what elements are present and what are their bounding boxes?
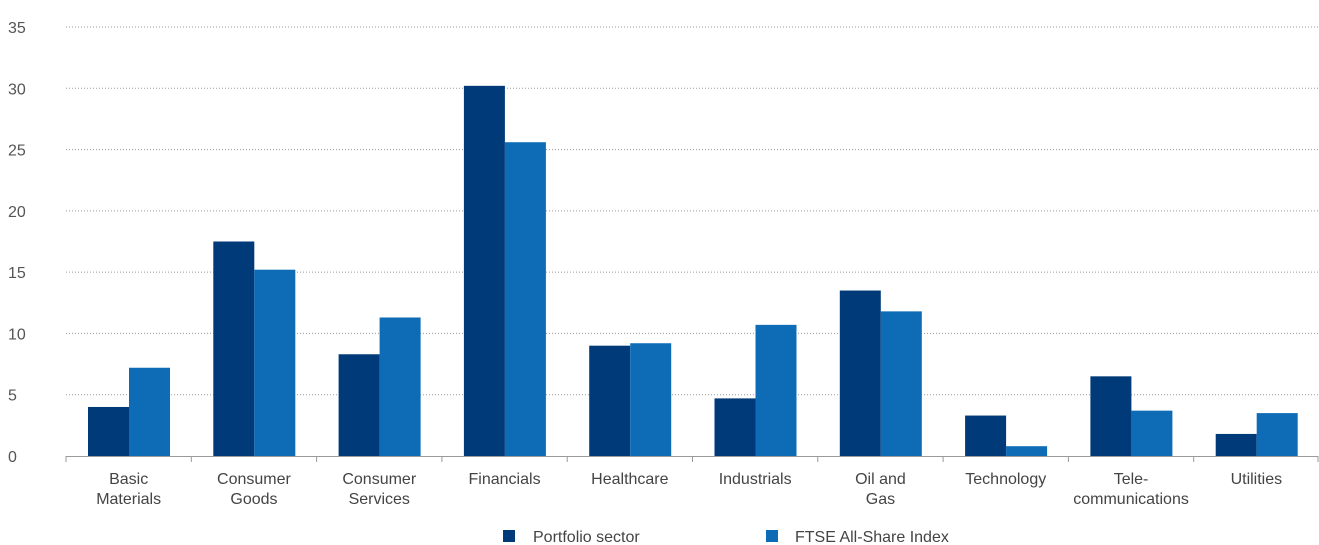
category-label-line: communications (1073, 491, 1189, 508)
category-label-3: Financials (469, 471, 541, 488)
bar-ftse-1 (254, 269, 296, 456)
category-label-line: Industrials (719, 471, 792, 488)
category-label-line: Tele- (1114, 471, 1149, 488)
bar-ftse-8 (1131, 410, 1173, 456)
category-label-5: Industrials (719, 471, 792, 488)
legend-item-portfolio: Portfolio sector (503, 529, 640, 545)
category-label-line: Consumer (342, 471, 416, 488)
x-axis (65, 456, 1319, 462)
legend-swatch (503, 530, 515, 542)
category-label-7: Technology (965, 471, 1046, 488)
category-label-1: Consumer Goods (217, 471, 291, 508)
bar-ftse-4 (630, 343, 672, 456)
bar-portfolio-4 (589, 345, 631, 456)
y-tick-label-35: 35 (8, 20, 26, 37)
y-tick-label-15: 15 (8, 265, 26, 282)
bar-ftse-2 (379, 317, 421, 456)
bar-ftse-7 (1006, 446, 1048, 456)
category-label-line: Consumer (217, 471, 291, 488)
legend-label: Portfolio sector (533, 529, 640, 545)
legend: Portfolio sector FTSE All-Share Index (503, 529, 949, 545)
bar-portfolio-2 (338, 354, 380, 456)
category-label-8: Tele-communications (1073, 471, 1189, 508)
category-label-line: Utilities (1231, 471, 1283, 488)
bar-portfolio-9 (1215, 433, 1257, 456)
bar-portfolio-5 (714, 398, 756, 456)
y-tick-label-30: 30 (8, 81, 26, 98)
y-tick-label-5: 5 (8, 388, 17, 405)
y-tick-label-20: 20 (8, 204, 26, 221)
category-label-line: Materials (96, 491, 161, 508)
category-label-9: Utilities (1231, 471, 1283, 488)
y-tick-label-0: 0 (8, 449, 17, 466)
bar-portfolio-0 (88, 406, 129, 456)
legend-item-ftse: FTSE All-Share Index (766, 529, 949, 545)
category-label-2: Consumer Services (342, 471, 416, 508)
category-label-line: Services (349, 491, 410, 508)
bar-portfolio-8 (1090, 376, 1132, 456)
category-label-6: Oil and Gas (855, 471, 906, 508)
y-tick-label-25: 25 (8, 143, 26, 160)
legend-label: FTSE All-Share Index (795, 529, 949, 545)
bar-portfolio-3 (463, 85, 505, 456)
category-label-line: Healthcare (591, 471, 668, 488)
bar-portfolio-1 (213, 241, 255, 456)
y-axis-ticks: 0 5 10 15 20 25 30 35 (8, 20, 26, 466)
bar-portfolio-6 (839, 290, 881, 456)
bar-ftse-9 (1256, 413, 1298, 456)
bars (88, 85, 1298, 456)
bar-ftse-3 (504, 142, 546, 456)
category-label-line: Financials (469, 471, 541, 488)
category-label-line: Technology (965, 471, 1046, 488)
bar-ftse-6 (880, 311, 922, 456)
legend-swatch (766, 530, 778, 542)
bar-ftse-5 (755, 324, 797, 456)
category-label-4: Healthcare (591, 471, 668, 488)
bar-portfolio-7 (965, 415, 1007, 456)
category-label-line: Basic (109, 471, 148, 488)
category-labels: Basic Materials Consumer Goods Consumer Servi… (96, 471, 1282, 508)
category-label-line: Goods (230, 491, 277, 508)
category-label-0: Basic Materials (96, 471, 161, 508)
category-label-line: Oil and (855, 471, 906, 488)
y-tick-label-10: 10 (8, 326, 26, 343)
category-label-line: Gas (866, 491, 895, 508)
bar-ftse-0 (129, 367, 170, 456)
